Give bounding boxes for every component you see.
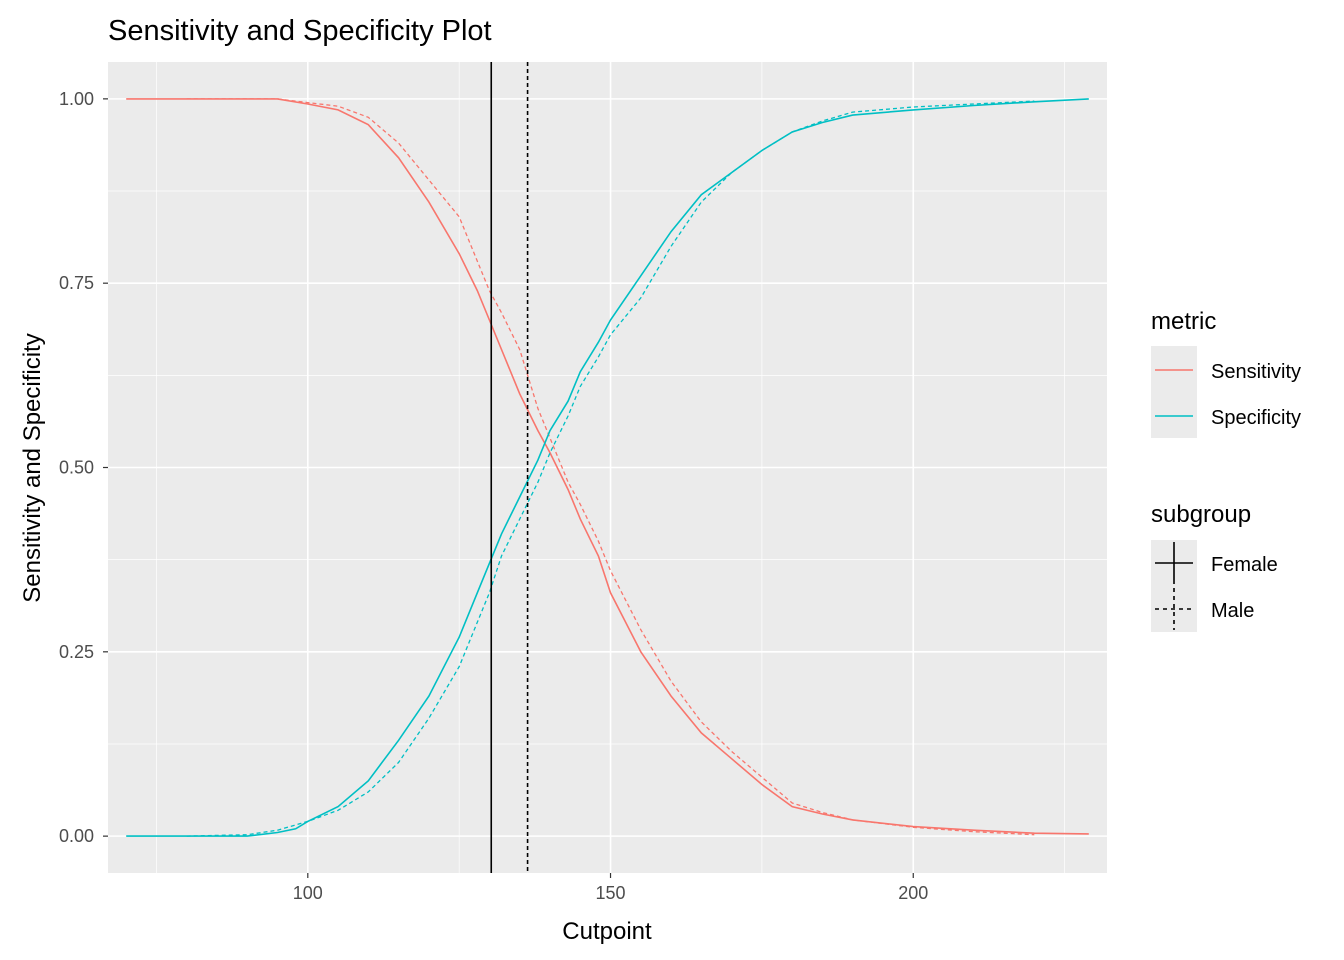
legend-subgroup-title: subgroup	[1151, 501, 1251, 528]
y-tick-label: 0.25	[59, 642, 94, 662]
legend-metric-title: metric	[1151, 308, 1216, 335]
x-tick-label: 200	[898, 883, 928, 903]
y-axis-ticks: 0.00 0.25 0.50 0.75 1.00	[59, 89, 108, 846]
y-tick-label: 0.00	[59, 826, 94, 846]
y-tick-label: 0.50	[59, 458, 94, 478]
x-tick-label: 150	[596, 883, 626, 903]
series-line-sensitivity-female	[126, 98, 1089, 835]
y-tick-label: 0.75	[59, 273, 94, 293]
cutpoint-lines	[490, 62, 529, 873]
legend-male-label: Male	[1211, 600, 1254, 622]
y-tick-label: 1.00	[59, 89, 94, 109]
series-line-specificity-male	[186, 100, 1035, 837]
chart-title: Sensitivity and Specificity Plot	[108, 15, 492, 47]
series-layer	[126, 98, 1089, 837]
legend-subgroup: subgroup Female Male	[1151, 501, 1278, 632]
x-tick-label: 100	[293, 883, 323, 903]
legend-metric: metric Sensitivity Specificity	[1151, 308, 1301, 438]
series-line-sensitivity-male	[186, 98, 1035, 836]
legend-sensitivity-label: Sensitivity	[1211, 361, 1301, 383]
legend-female-label: Female	[1211, 554, 1278, 576]
series-line-specificity-female	[126, 98, 1089, 837]
y-axis-title: Sensitivity and Specificity	[19, 333, 46, 602]
x-axis-title: Cutpoint	[562, 918, 652, 945]
x-axis-ticks: 100 150 200	[293, 873, 928, 903]
legend-metric-key-bg	[1151, 346, 1197, 438]
legend-specificity-label: Specificity	[1211, 407, 1301, 429]
